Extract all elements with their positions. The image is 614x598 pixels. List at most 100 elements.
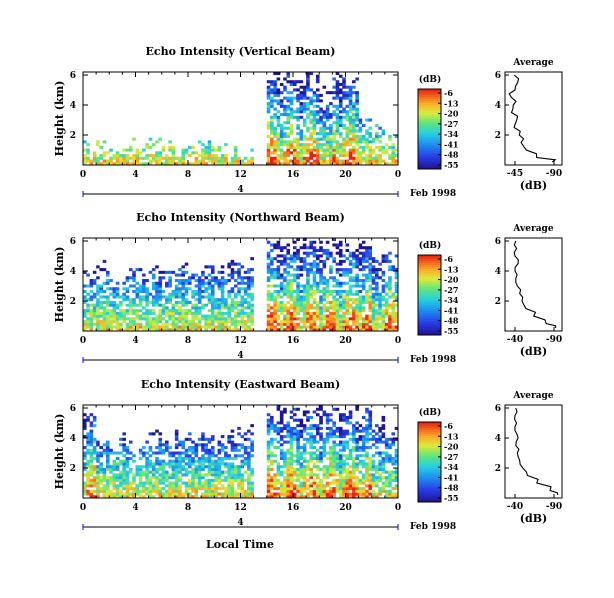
heatmap-cell <box>230 303 235 307</box>
heatmap-cell <box>289 489 294 493</box>
heatmap-cell <box>365 289 369 294</box>
heatmap-cell <box>247 306 251 310</box>
heatmap-cell <box>230 273 235 277</box>
heatmap-cell <box>273 151 277 155</box>
heatmap-cell <box>371 151 376 155</box>
heatmap-cell <box>230 262 235 266</box>
heatmap-cell <box>227 473 231 477</box>
heatmap-cell <box>155 328 159 332</box>
heatmap-cell <box>335 443 340 447</box>
heatmap-cell <box>348 156 353 160</box>
heatmap-cell <box>348 143 353 147</box>
heatmap-cell <box>171 154 176 158</box>
heatmap-cell <box>197 467 202 471</box>
heatmap-cell <box>306 156 310 160</box>
heatmap-cell <box>237 262 241 266</box>
heatmap-cell <box>319 246 323 250</box>
heatmap-cell <box>394 492 399 496</box>
heatmap-cell <box>371 300 376 304</box>
heatmap-cell <box>348 121 353 125</box>
heatmap-cell <box>99 465 103 469</box>
heatmap-cell <box>247 478 251 482</box>
heatmap-cell <box>181 151 186 155</box>
heatmap-cell <box>227 314 231 318</box>
heatmap-cell <box>161 156 166 160</box>
heatmap-cell <box>237 470 241 474</box>
heatmap-cell <box>332 446 336 450</box>
heatmap-cell <box>161 478 166 482</box>
heatmap-cell <box>237 478 241 482</box>
heatmap-cell <box>283 85 287 89</box>
heatmap-cell <box>270 273 274 277</box>
heatmap-cell <box>273 93 277 97</box>
colorbar-segment <box>418 287 441 290</box>
heatmap-cell <box>322 148 327 152</box>
heatmap-cell <box>332 300 336 304</box>
heatmap-cell <box>132 284 136 288</box>
heatmap-cell <box>352 279 356 283</box>
heatmap-cell <box>99 156 103 160</box>
heatmap-cell <box>378 459 382 463</box>
heatmap-cell <box>338 435 343 439</box>
heatmap-cell <box>279 322 284 326</box>
heatmap-cell <box>155 314 159 318</box>
heatmap-cell <box>299 306 304 310</box>
heatmap-cell <box>355 405 359 409</box>
heatmap-cell <box>365 145 369 149</box>
heatmap-cell <box>279 113 284 117</box>
x-tick-label: 20 <box>339 503 352 513</box>
heatmap-cell <box>329 470 333 474</box>
heatmap-cell <box>276 110 281 114</box>
heatmap-cell <box>342 80 346 84</box>
heatmap-cell <box>378 478 382 482</box>
heatmap-cell <box>279 426 284 430</box>
heatmap-cell <box>217 300 222 304</box>
heatmap-cell <box>315 118 320 122</box>
heatmap-cell <box>378 311 382 315</box>
heatmap-cell <box>181 473 186 477</box>
heatmap-cell <box>128 276 133 280</box>
heatmap-cell <box>210 154 215 158</box>
heatmap-cell <box>92 451 97 455</box>
heatmap-cell <box>322 448 327 452</box>
heatmap-cell <box>243 289 248 294</box>
heatmap-cell <box>394 281 399 285</box>
heatmap-cell <box>375 154 379 158</box>
heatmap-cell <box>197 322 202 326</box>
heatmap-cell <box>158 432 163 436</box>
heatmap-cell <box>329 451 333 455</box>
heatmap-cell <box>122 148 126 152</box>
heatmap-cell <box>99 451 103 455</box>
heatmap-cell <box>270 99 274 103</box>
heatmap-cell <box>171 328 176 332</box>
heatmap-cell <box>247 284 251 288</box>
heatmap-cell <box>214 454 218 458</box>
heatmap-cell <box>345 429 350 433</box>
heatmap-cell <box>240 309 245 313</box>
heatmap-cell <box>302 262 307 266</box>
heatmap-cell <box>384 454 389 458</box>
heatmap-cell <box>293 418 297 422</box>
colorbar-segment <box>418 145 441 148</box>
colorbar-segment <box>418 444 441 447</box>
heatmap-cell <box>155 459 159 463</box>
colorbar-tick-label: -41 <box>444 305 458 315</box>
heatmap-cell <box>279 481 284 485</box>
heatmap-cell <box>89 314 94 318</box>
heatmap-cell <box>148 309 153 313</box>
heatmap-cell <box>358 289 363 294</box>
heatmap-cell <box>355 137 359 141</box>
heatmap-cell <box>178 489 182 493</box>
heatmap-cell <box>381 129 386 133</box>
heatmap-cell <box>345 473 350 477</box>
heatmap-cell <box>319 446 323 450</box>
heatmap-cell <box>161 492 166 496</box>
heatmap-cell <box>312 314 317 318</box>
heatmap-cell <box>240 287 245 291</box>
heatmap-cell <box>99 478 103 482</box>
heatmap-cell <box>361 265 366 269</box>
heatmap-cell <box>174 462 179 466</box>
heatmap-cell <box>371 437 376 441</box>
heatmap-cell <box>342 295 346 299</box>
